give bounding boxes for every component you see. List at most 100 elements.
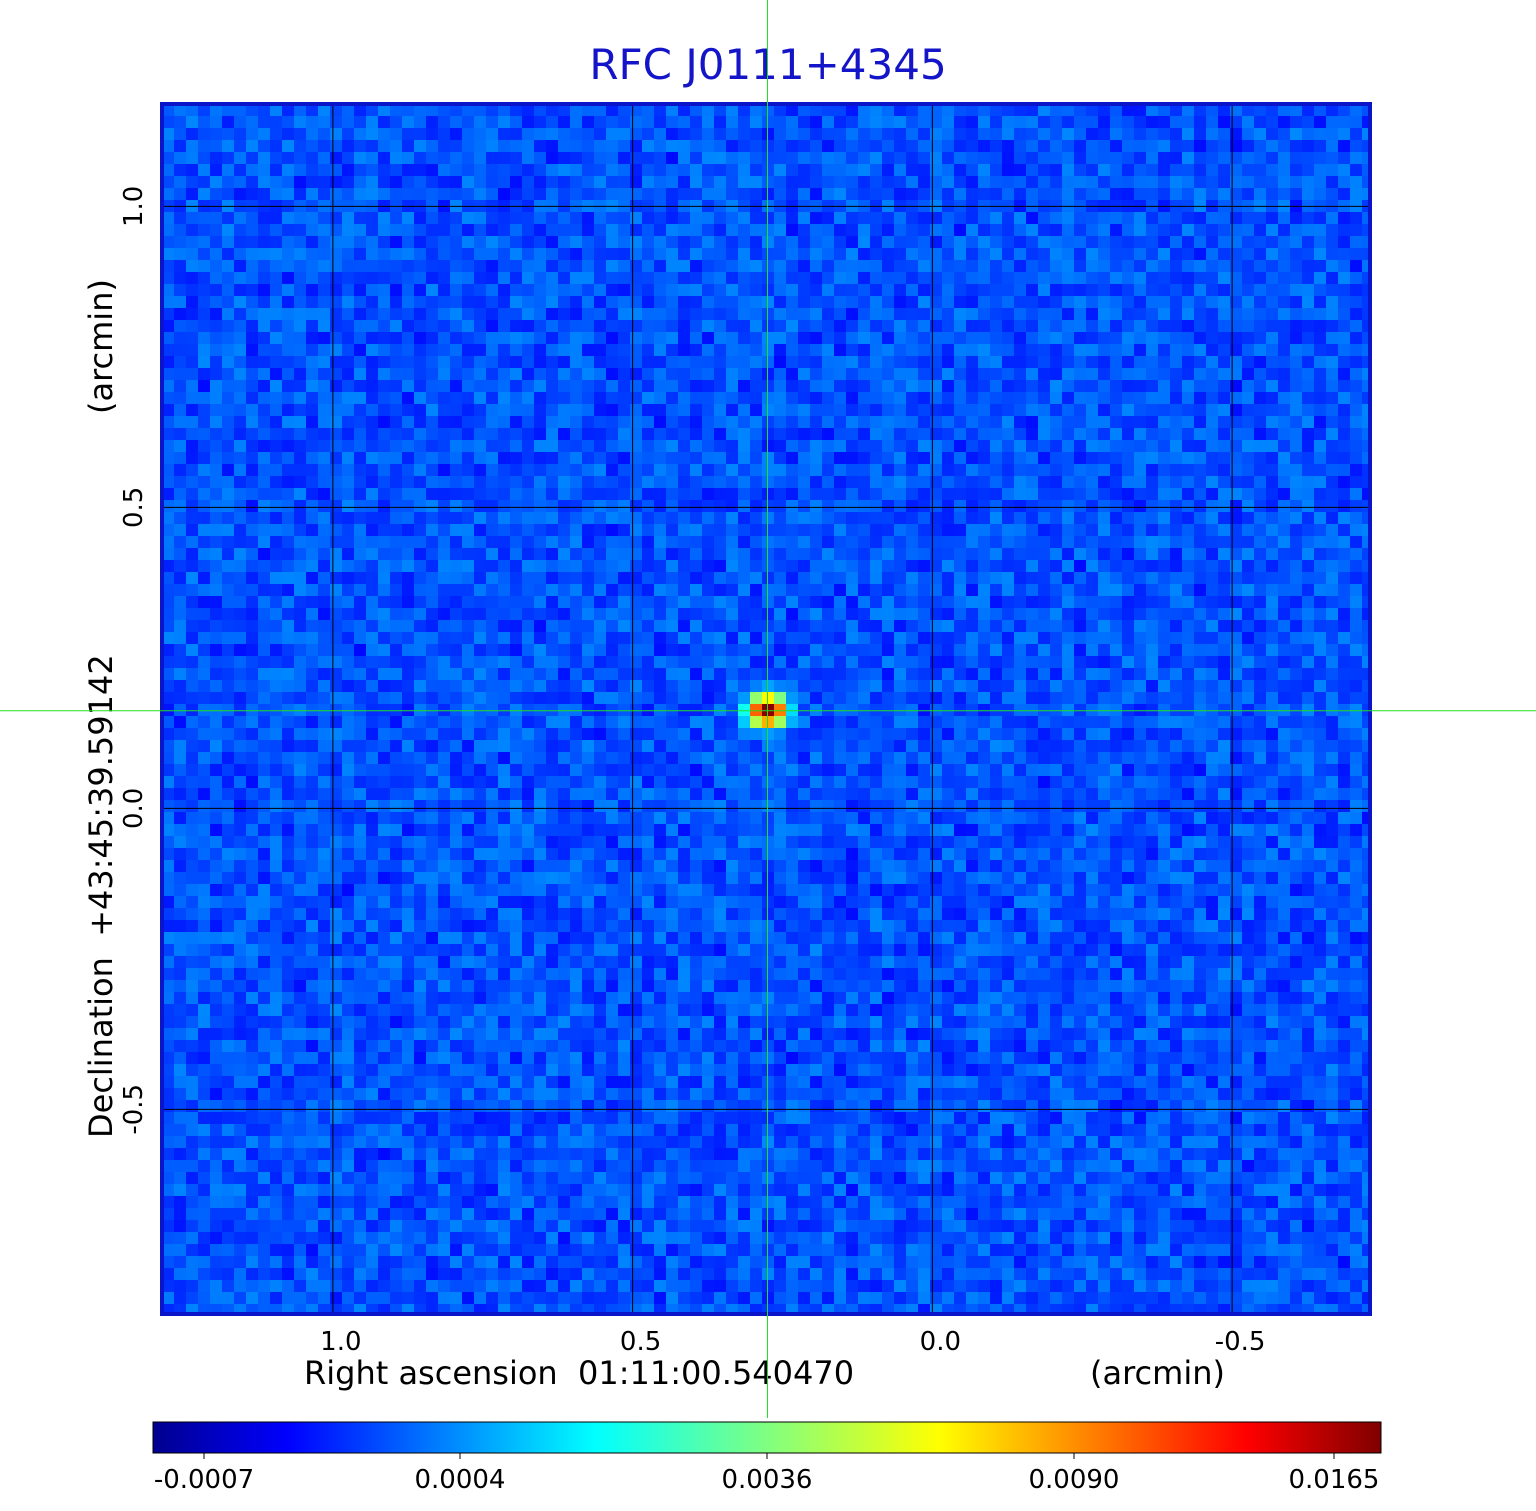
heatmap-pixel: [1038, 380, 1050, 392]
heatmap-pixel: [1050, 296, 1062, 308]
heatmap-pixel: [270, 260, 282, 272]
heatmap-pixel: [570, 428, 582, 440]
heatmap-pixel: [786, 428, 798, 440]
heatmap-pixel: [1182, 224, 1194, 236]
heatmap-pixel: [678, 536, 690, 548]
heatmap-pixel: [966, 392, 978, 404]
heatmap-pixel: [1362, 668, 1370, 680]
heatmap-pixel: [270, 284, 282, 296]
heatmap-pixel: [1062, 356, 1074, 368]
heatmap-pixel: [234, 344, 246, 356]
heatmap-pixel: [1002, 284, 1014, 296]
heatmap-pixel: [1242, 668, 1254, 680]
heatmap-pixel: [546, 416, 558, 428]
heatmap-pixel: [498, 500, 510, 512]
heatmap-pixel: [1314, 464, 1326, 476]
heatmap-pixel: [678, 296, 690, 308]
heatmap-pixel: [954, 680, 966, 692]
heatmap-pixel: [582, 596, 594, 608]
heatmap-pixel: [630, 476, 642, 488]
heatmap-pixel: [726, 416, 738, 428]
heatmap-pixel: [522, 356, 534, 368]
heatmap-pixel: [714, 320, 726, 332]
heatmap-pixel: [582, 152, 594, 164]
heatmap-pixel: [1086, 380, 1098, 392]
heatmap-pixel: [1254, 176, 1266, 188]
heatmap-pixel: [630, 164, 642, 176]
heatmap-pixel: [1338, 344, 1350, 356]
heatmap-pixel: [462, 524, 474, 536]
heatmap-pixel: [894, 308, 906, 320]
heatmap-pixel: [486, 296, 498, 308]
heatmap-pixel: [366, 620, 378, 632]
heatmap-pixel: [390, 320, 402, 332]
heatmap-pixel: [582, 524, 594, 536]
heatmap-pixel: [1206, 608, 1218, 620]
heatmap-pixel: [534, 380, 546, 392]
heatmap-pixel: [642, 644, 654, 656]
heatmap-pixel: [642, 524, 654, 536]
heatmap-pixel: [1230, 212, 1242, 224]
heatmap-pixel: [342, 344, 354, 356]
heatmap-pixel: [234, 692, 246, 704]
heatmap-pixel: [330, 404, 342, 416]
heatmap-pixel: [1266, 344, 1278, 356]
heatmap-pixel: [834, 344, 846, 356]
heatmap-pixel: [762, 332, 774, 344]
heatmap-pixel: [1098, 368, 1110, 380]
heatmap-pixel: [714, 476, 726, 488]
heatmap-pixel: [1182, 560, 1194, 572]
heatmap-pixel: [330, 452, 342, 464]
heatmap-pixel: [174, 248, 186, 260]
heatmap-pixel: [1362, 488, 1370, 500]
heatmap-pixel: [414, 656, 426, 668]
heatmap-pixel: [1158, 584, 1170, 596]
heatmap-pixel: [738, 272, 750, 284]
heatmap-pixel: [510, 284, 522, 296]
heatmap-pixel: [738, 224, 750, 236]
heatmap-pixel: [726, 224, 738, 236]
heatmap-pixel: [942, 188, 954, 200]
heatmap-pixel: [558, 392, 570, 404]
heatmap-pixel: [702, 332, 714, 344]
heatmap-pixel: [522, 284, 534, 296]
heatmap-pixel: [402, 284, 414, 296]
heatmap-pixel: [666, 416, 678, 428]
heatmap-pixel: [594, 620, 606, 632]
heatmap-pixel: [498, 176, 510, 188]
heatmap-pixel: [714, 116, 726, 128]
heatmap-pixel: [990, 104, 1002, 116]
heatmap-pixel: [1098, 284, 1110, 296]
heatmap-pixel: [630, 116, 642, 128]
heatmap-pixel: [894, 416, 906, 428]
heatmap-pixel: [234, 140, 246, 152]
heatmap-pixel: [918, 164, 930, 176]
heatmap-pixel: [882, 488, 894, 500]
heatmap-pixel: [1134, 152, 1146, 164]
heatmap-pixel: [1242, 392, 1254, 404]
heatmap-pixel: [810, 584, 822, 596]
heatmap-pixel: [294, 620, 306, 632]
heatmap-pixel: [186, 296, 198, 308]
heatmap-pixel: [426, 692, 438, 704]
heatmap-pixel: [1302, 500, 1314, 512]
heatmap-pixel: [498, 248, 510, 260]
heatmap-pixel: [174, 548, 186, 560]
heatmap-pixel: [486, 560, 498, 572]
heatmap-pixel: [534, 548, 546, 560]
heatmap-pixel: [474, 440, 486, 452]
heatmap-pixel: [906, 392, 918, 404]
heatmap-pixel: [1026, 488, 1038, 500]
heatmap-pixel: [426, 236, 438, 248]
heatmap-pixel: [258, 536, 270, 548]
heatmap-pixel: [270, 416, 282, 428]
heatmap-pixel: [1290, 476, 1302, 488]
heatmap-pixel: [486, 548, 498, 560]
heatmap-pixel: [1182, 656, 1194, 668]
heatmap-pixel: [966, 620, 978, 632]
heatmap-pixel: [930, 224, 942, 236]
heatmap-pixel: [810, 272, 822, 284]
heatmap-pixel: [1266, 656, 1278, 668]
heatmap-pixel: [1146, 440, 1158, 452]
heatmap-pixel: [690, 368, 702, 380]
